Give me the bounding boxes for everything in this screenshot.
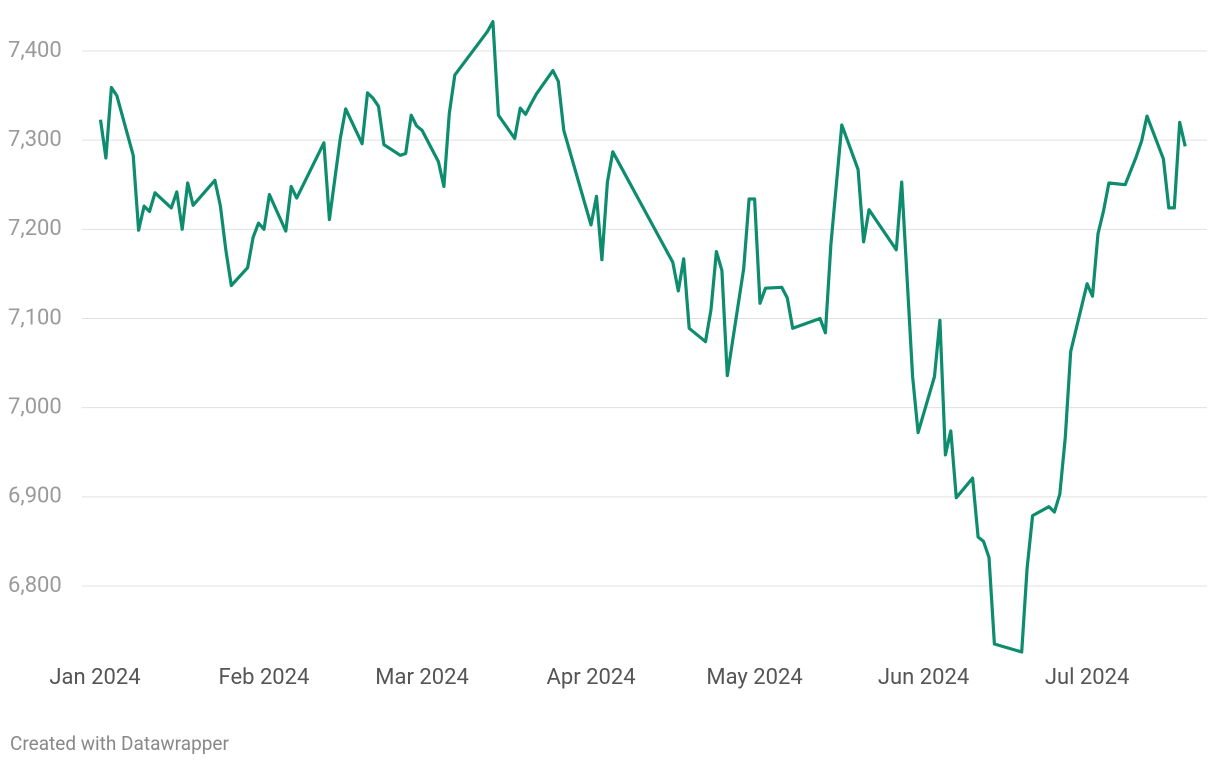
x-tick-label: Jun 2024 [878, 665, 969, 690]
y-tick-label: 7,200 [8, 216, 62, 241]
y-tick-label: 6,800 [8, 573, 62, 598]
x-tick-label: Feb 2024 [219, 665, 310, 690]
y-tick-label: 7,300 [8, 127, 62, 152]
x-tick-label: Apr 2024 [547, 665, 636, 690]
x-tick-label: Jul 2024 [1045, 665, 1130, 690]
y-tick-label: 7,100 [8, 305, 62, 330]
x-tick-label: May 2024 [706, 665, 802, 690]
x-tick-label: Jan 2024 [49, 665, 140, 690]
y-tick-label: 7,000 [8, 394, 62, 419]
y-tick-label: 6,900 [8, 484, 62, 509]
x-tick-label: Mar 2024 [375, 665, 469, 690]
y-tick-label: 7,400 [8, 38, 62, 63]
data-line [98, 20, 1187, 654]
footer: Created with Datawrapper [10, 732, 229, 755]
